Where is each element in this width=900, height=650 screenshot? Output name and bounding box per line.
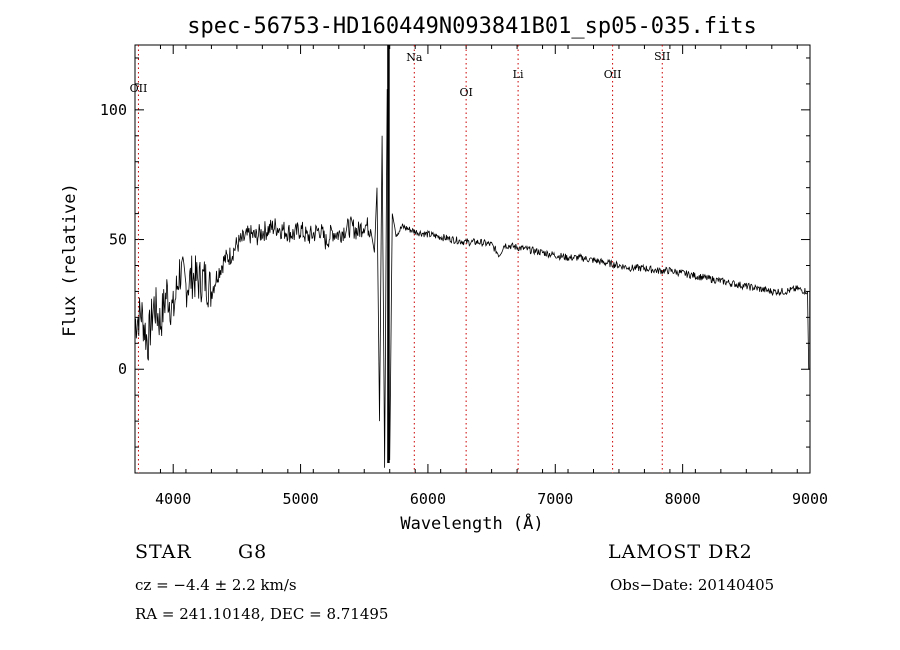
x-tick-label: 9000 [792,490,828,508]
spectral-line-label: SII [654,50,670,63]
spectrum-series [134,45,811,468]
plot-frame [134,44,811,474]
y-axis-label: Flux (relative) [60,183,80,337]
spectral-line-label: OII [130,82,148,95]
spectral-line-label: Li [513,68,524,81]
chart-axes: 4000 5000 6000 7000 8000 9000 0 50 100 [100,44,828,508]
spectral-line-markers: OII Na OI Li OII SII [130,45,670,473]
y-tick-label: 0 [118,360,127,378]
spectrum-line [134,89,811,468]
x-tick-label: 7000 [537,490,573,508]
object-subclass: G8 [238,541,268,563]
x-tick-label: 5000 [283,490,319,508]
spectral-line-label: OI [459,86,472,99]
x-tick-label: 8000 [665,490,701,508]
chart-title: spec-56753-HD160449N093841B01_sp05-035.f… [187,14,757,39]
x-axis-label: Wavelength (Å) [400,512,543,534]
x-tick-label: 6000 [410,490,446,508]
observation-date: Obs−Date: 20140405 [610,576,775,594]
redshift-value: cz = −4.4 ± 2.2 km/s [135,576,297,594]
spectral-line-label: Na [406,51,423,64]
y-tick-label: 50 [109,231,127,249]
coordinates: RA = 241.10148, DEC = 8.71495 [135,605,389,623]
survey-name: LAMOST DR2 [608,541,753,563]
object-class: STAR [135,541,192,563]
spectral-line-label: OII [604,68,622,81]
y-tick-label: 100 [100,101,127,119]
x-tick-label: 4000 [155,490,191,508]
